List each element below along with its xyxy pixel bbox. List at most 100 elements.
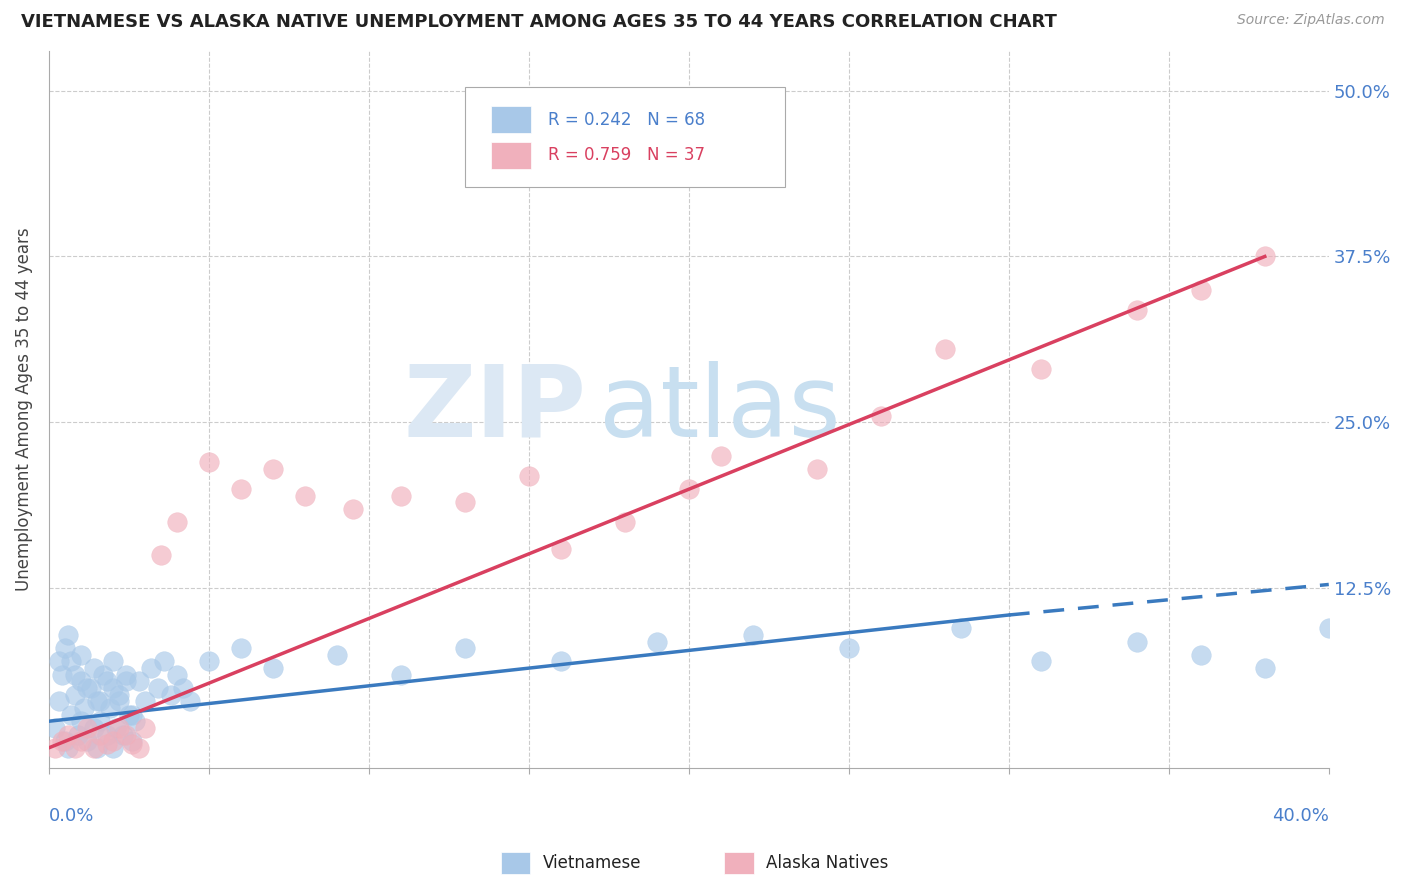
Point bbox=[108, 688, 131, 702]
Point bbox=[326, 648, 349, 662]
Point bbox=[111, 727, 134, 741]
Point bbox=[48, 655, 70, 669]
Point bbox=[53, 641, 76, 656]
Point bbox=[73, 701, 96, 715]
Point bbox=[1317, 621, 1340, 635]
Point bbox=[53, 734, 76, 748]
Point bbox=[229, 482, 252, 496]
Point bbox=[678, 482, 700, 496]
Point bbox=[121, 734, 143, 748]
Point bbox=[44, 721, 66, 735]
Point bbox=[63, 688, 86, 702]
Point bbox=[89, 714, 111, 729]
Point bbox=[56, 628, 79, 642]
Point bbox=[108, 694, 131, 708]
Point bbox=[517, 468, 540, 483]
Bar bbox=[501, 852, 530, 874]
Point bbox=[48, 694, 70, 708]
Point bbox=[172, 681, 194, 695]
Text: Vietnamese: Vietnamese bbox=[543, 854, 641, 872]
Point bbox=[141, 661, 163, 675]
Point bbox=[134, 721, 156, 735]
Point bbox=[114, 667, 136, 681]
Bar bbox=[491, 142, 531, 169]
Point bbox=[294, 488, 316, 502]
Point bbox=[121, 707, 143, 722]
Point bbox=[1189, 283, 1212, 297]
Point bbox=[198, 455, 221, 469]
Point bbox=[1029, 362, 1052, 376]
Point bbox=[118, 707, 141, 722]
Point bbox=[1254, 661, 1277, 675]
Point bbox=[56, 727, 79, 741]
Point bbox=[121, 737, 143, 751]
Point bbox=[1254, 250, 1277, 264]
Point bbox=[124, 714, 146, 729]
Point bbox=[60, 707, 83, 722]
Point bbox=[98, 701, 121, 715]
Text: R = 0.242   N = 68: R = 0.242 N = 68 bbox=[548, 111, 706, 128]
Point bbox=[101, 734, 124, 748]
Y-axis label: Unemployment Among Ages 35 to 44 years: Unemployment Among Ages 35 to 44 years bbox=[15, 227, 32, 591]
Text: Alaska Natives: Alaska Natives bbox=[766, 854, 889, 872]
Text: ZIP: ZIP bbox=[404, 360, 586, 458]
Point bbox=[934, 343, 956, 357]
Point bbox=[76, 681, 98, 695]
Point bbox=[86, 694, 108, 708]
Point bbox=[869, 409, 891, 423]
Point bbox=[741, 156, 763, 170]
Point bbox=[101, 655, 124, 669]
Point bbox=[96, 727, 118, 741]
Point bbox=[389, 488, 412, 502]
Point bbox=[146, 681, 169, 695]
Point bbox=[105, 721, 128, 735]
Point bbox=[166, 667, 188, 681]
Point bbox=[198, 655, 221, 669]
Text: 0.0%: 0.0% bbox=[49, 807, 94, 825]
Point bbox=[645, 634, 668, 648]
Point bbox=[550, 541, 572, 556]
Point bbox=[76, 721, 98, 735]
Point bbox=[1189, 648, 1212, 662]
Point bbox=[128, 740, 150, 755]
Text: R = 0.759   N = 37: R = 0.759 N = 37 bbox=[548, 146, 704, 164]
Point bbox=[454, 495, 477, 509]
Point bbox=[63, 740, 86, 755]
Point bbox=[70, 648, 93, 662]
Point bbox=[613, 515, 636, 529]
Point bbox=[1126, 634, 1149, 648]
Point bbox=[79, 681, 101, 695]
Point bbox=[83, 661, 105, 675]
FancyBboxPatch shape bbox=[465, 87, 785, 187]
Point bbox=[83, 721, 105, 735]
Point bbox=[229, 641, 252, 656]
Point bbox=[51, 667, 73, 681]
Point bbox=[96, 737, 118, 751]
Text: atlas: atlas bbox=[599, 360, 841, 458]
Point bbox=[1126, 302, 1149, 317]
Point bbox=[70, 674, 93, 689]
Point bbox=[114, 674, 136, 689]
Point bbox=[70, 734, 93, 748]
Point bbox=[114, 727, 136, 741]
Point bbox=[710, 449, 733, 463]
Point bbox=[89, 727, 111, 741]
Text: VIETNAMESE VS ALASKA NATIVE UNEMPLOYMENT AMONG AGES 35 TO 44 YEARS CORRELATION C: VIETNAMESE VS ALASKA NATIVE UNEMPLOYMENT… bbox=[21, 13, 1057, 31]
Point bbox=[66, 727, 89, 741]
Text: Source: ZipAtlas.com: Source: ZipAtlas.com bbox=[1237, 13, 1385, 28]
Point bbox=[63, 667, 86, 681]
Point bbox=[83, 740, 105, 755]
Point bbox=[389, 667, 412, 681]
Point bbox=[56, 740, 79, 755]
Point bbox=[342, 501, 364, 516]
Point bbox=[108, 721, 131, 735]
Point bbox=[262, 462, 284, 476]
Point bbox=[60, 655, 83, 669]
Point bbox=[262, 661, 284, 675]
Point bbox=[153, 655, 176, 669]
Point bbox=[134, 694, 156, 708]
Point bbox=[550, 655, 572, 669]
Point bbox=[101, 740, 124, 755]
Point bbox=[76, 734, 98, 748]
Point bbox=[741, 628, 763, 642]
